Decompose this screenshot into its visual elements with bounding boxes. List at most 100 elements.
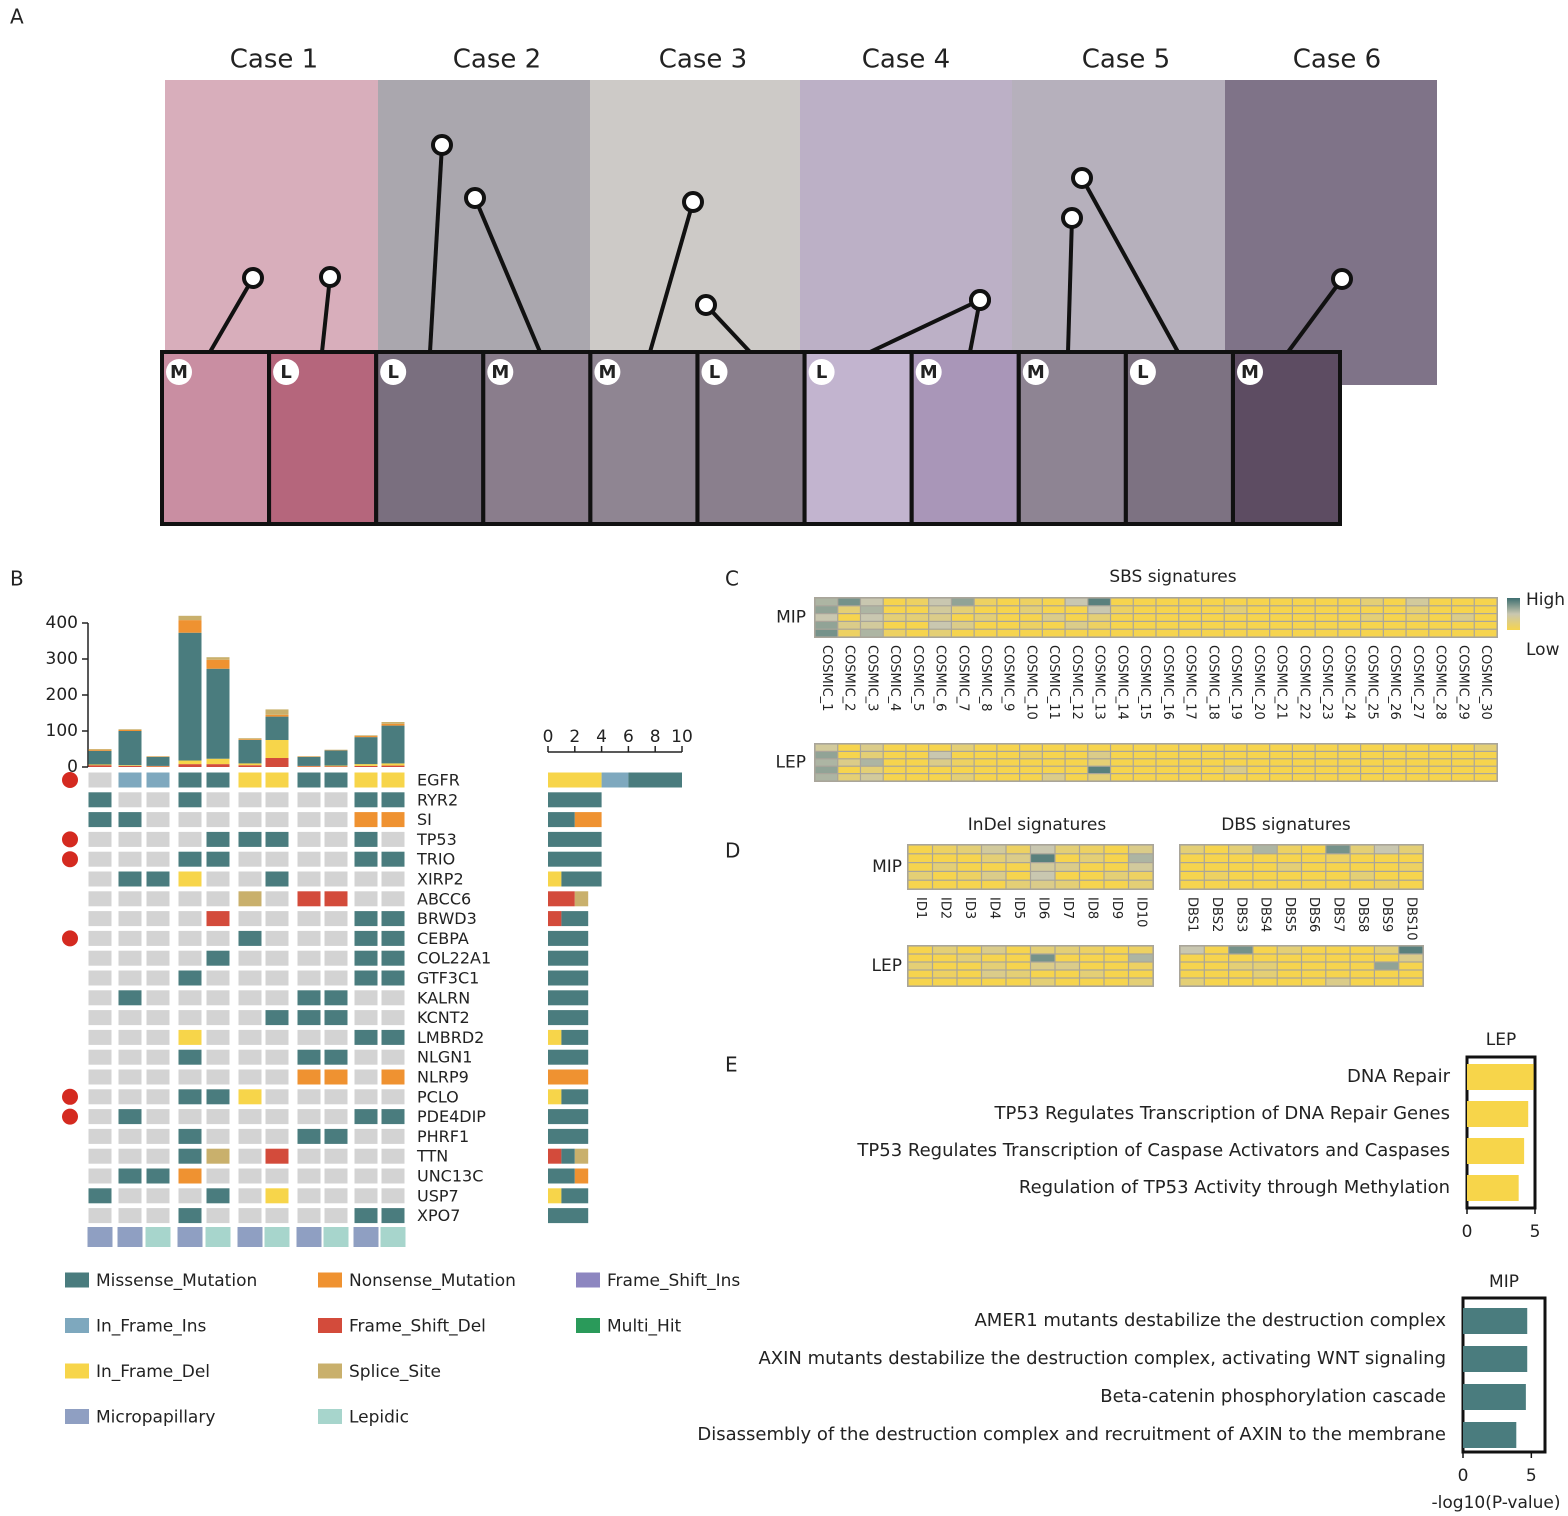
heatmap-cell [1031, 954, 1055, 962]
heatmap-cell [1204, 954, 1228, 962]
histology-cell [145, 1227, 171, 1247]
heatmap-cell [952, 759, 974, 766]
heatmap-cell [1180, 845, 1204, 854]
mutation-cell [381, 1089, 405, 1105]
gene-label: KCNT2 [417, 1008, 470, 1027]
heatmap-cell [1204, 962, 1228, 970]
mutation-cell [88, 1109, 112, 1125]
mutation-cell [178, 1089, 202, 1105]
category-label: Disassembly of the destruction complex a… [697, 1424, 1446, 1445]
heatmap-cell [933, 863, 957, 871]
mutation-cell [354, 871, 378, 887]
heatmap-cell [997, 744, 1019, 751]
bar-segment [265, 758, 289, 767]
x-tick-label: 4 [596, 727, 607, 747]
heatmap-cell [974, 774, 997, 781]
colorbar-label: Low [1526, 640, 1560, 660]
heatmap-cell [957, 954, 981, 962]
gene-label: RYR2 [417, 790, 458, 809]
bar-segment [178, 615, 202, 621]
mutation-cell [265, 792, 289, 808]
heatmap-cell [1088, 629, 1110, 637]
mutation-cell [265, 1069, 289, 1085]
heatmap-cell [982, 970, 1006, 978]
heatmap-cell [1202, 629, 1224, 637]
column-label: COSMIC_30 [1478, 645, 1493, 720]
mutation-cell [118, 930, 142, 946]
mutation-cell [297, 772, 321, 788]
gene-label: UNC13C [417, 1167, 483, 1186]
heatmap-cell [929, 766, 951, 773]
heatmap-cell [929, 606, 951, 613]
heatmap-cell [1270, 598, 1292, 606]
category-label: Beta-catenin phosphorylation cascade [1100, 1386, 1446, 1407]
heatmap-cell [1293, 622, 1315, 629]
heatmap-cell [1229, 954, 1253, 962]
heatmap-cell [1270, 759, 1292, 766]
mutation-cell [297, 911, 321, 927]
mutation-cell [265, 891, 289, 907]
heatmap-cell [1361, 629, 1383, 637]
bar-segment [548, 1010, 589, 1026]
heatmap-cell [1065, 759, 1088, 766]
slide-image [165, 80, 378, 355]
heatmap-cell [1020, 774, 1042, 781]
heatmap-cell [1270, 614, 1292, 621]
mutation-cell [118, 1208, 142, 1224]
inset-badge [701, 359, 728, 385]
heatmap-cell [1202, 752, 1224, 759]
column-label: COSMIC_20 [1251, 645, 1266, 720]
mutation-cell [297, 930, 321, 946]
inset-label: M [598, 362, 616, 383]
heatmap-cell [1375, 978, 1399, 986]
mutation-cell [265, 1128, 289, 1144]
heatmap-cell [1031, 854, 1055, 862]
panel-label: D [725, 839, 740, 863]
legend-label: Lepidic [349, 1408, 409, 1428]
heatmap-cell [929, 629, 951, 637]
mutation-cell [118, 871, 142, 887]
heatmap-cell [1399, 970, 1423, 978]
mutation-cell [88, 930, 112, 946]
heatmap-cell [1129, 978, 1153, 986]
mutation-cell [381, 871, 405, 887]
bar-segment [206, 668, 230, 759]
heatmap-cell [1031, 962, 1055, 970]
inset-badge [380, 359, 407, 385]
heatmap-cell [1020, 759, 1042, 766]
mutation-cell [324, 772, 348, 788]
mutation-cell [381, 831, 405, 847]
heatmap-cell [974, 606, 997, 613]
heatmap-cell [1315, 752, 1338, 759]
heatmap-cell [1429, 614, 1451, 621]
chart-title: DBS signatures [1221, 815, 1351, 835]
heatmap-cell [957, 854, 981, 862]
mutation-cell [146, 1188, 170, 1204]
heatmap-cell [1080, 845, 1104, 854]
heatmap-cell [1088, 774, 1110, 781]
heatmap-cell [957, 845, 981, 854]
heatmap-cell [1399, 854, 1423, 862]
mutation-cell [238, 1128, 262, 1144]
heatmap-cell [1293, 606, 1315, 613]
mutation-cell [118, 1089, 142, 1105]
mutation-cell [146, 1010, 170, 1026]
heatmap-cell [1302, 970, 1326, 978]
heatmap-cell [933, 854, 957, 862]
heatmap-cell [1302, 962, 1326, 970]
heatmap-cell [929, 759, 951, 766]
heatmap-cell [1104, 845, 1128, 854]
heatmap-cell [982, 854, 1006, 862]
bar-segment [88, 749, 112, 751]
slide-image [1225, 80, 1437, 385]
heatmap-cell [1474, 752, 1497, 759]
heatmap-cell [1375, 962, 1399, 970]
heatmap-cell [933, 845, 957, 854]
heatmap-cell [929, 614, 951, 621]
heatmap-cell [1326, 854, 1350, 862]
mutation-cell [324, 1208, 348, 1224]
bar-segment [354, 737, 378, 765]
column-label: DBS8 [1355, 897, 1370, 932]
heatmap-cell [1129, 962, 1153, 970]
heatmap-cell [1375, 880, 1399, 889]
